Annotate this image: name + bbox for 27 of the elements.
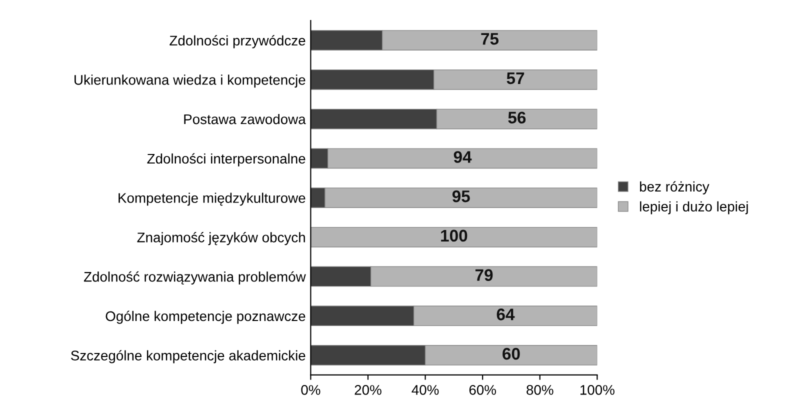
data-label: 94 <box>454 151 472 163</box>
bar <box>310 226 598 248</box>
x-tick-label: 40% <box>412 385 439 395</box>
x-tick-label: 20% <box>354 385 382 395</box>
x-tick-label: 0% <box>301 385 320 395</box>
legend-label: bez różnicy <box>640 181 710 194</box>
y-tick-label: Kompetencje międzykulturowe <box>118 192 306 206</box>
x-tick-label: 80% <box>526 385 554 395</box>
x-tick-label: 60% <box>469 385 496 395</box>
y-tick-label: Zdolności interpersonalne <box>147 153 306 166</box>
y-tick-label: Postawa zawodowa <box>184 114 306 124</box>
y-tick-label: Szczególne kompetencje akademickie <box>71 350 306 364</box>
y-tick-label: Zdolności przywódcze <box>170 35 306 48</box>
legend-label: lepiej i dużo lepiej <box>640 201 748 214</box>
data-label: 60 <box>502 348 520 360</box>
data-label: 57 <box>506 72 524 84</box>
y-tick-label: Znajomość języków obcych <box>137 232 305 246</box>
x-tick-label: 100% <box>580 385 614 395</box>
data-label: 75 <box>481 33 499 45</box>
data-label: 56 <box>508 112 526 124</box>
data-label: 64 <box>496 308 515 320</box>
y-tick-label: Ogólne kompetencje poznawcze <box>106 310 306 324</box>
data-label: 95 <box>452 190 470 202</box>
y-tick-label: Ukierunkowana wiedza i kompetencje <box>74 74 306 88</box>
data-label: 100 <box>441 230 468 242</box>
y-tick-label: Zdolność rozwiązywania problemów <box>84 271 306 285</box>
data-label: 79 <box>475 269 493 281</box>
